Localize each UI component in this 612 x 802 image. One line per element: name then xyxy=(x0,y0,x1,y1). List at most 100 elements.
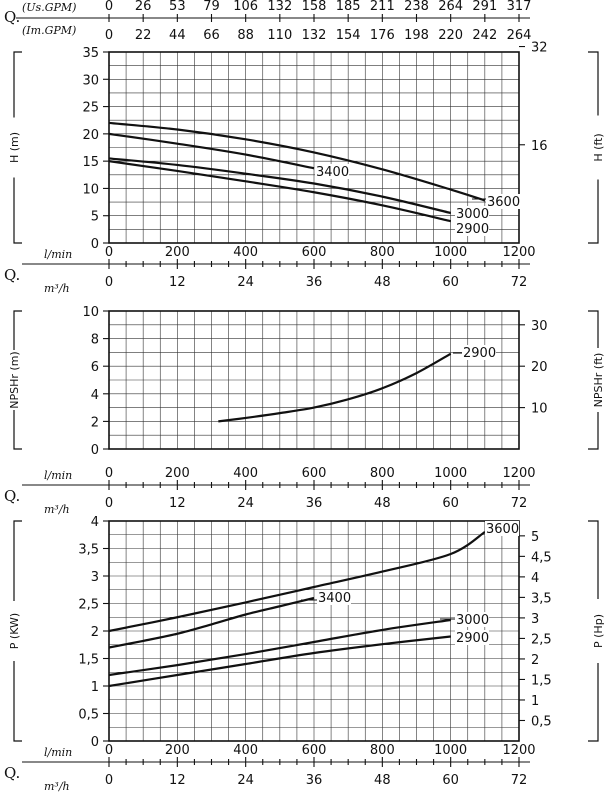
npsh-y-tick-label: 8 xyxy=(91,333,99,348)
power-y-axis-label: P (KW) xyxy=(8,613,21,649)
npsh-lmin-label: l/min xyxy=(44,469,72,482)
power-y-tick-label: 0 xyxy=(91,735,99,750)
head-curve-2900 xyxy=(108,160,451,223)
head-series-label-2900: 2900 xyxy=(456,222,489,237)
npsh-flow-q-label: Q. xyxy=(4,487,20,505)
npsh-lmin-tick-label: 1000 xyxy=(434,466,467,481)
npsh-m3h-tick-label: 36 xyxy=(306,496,323,511)
us-gpm-label: (Us.GPM) xyxy=(22,1,76,14)
us-gpm-ticks: 0 26 53 79 106 132 158 185 211 238 264 291 317 xyxy=(105,0,531,22)
im-gpm-tick-label: 22 xyxy=(135,28,152,43)
head-y-tick-label: 10 xyxy=(82,182,99,197)
head-m3h-tick-label: 36 xyxy=(306,275,323,290)
us-gpm-tick-label: 291 xyxy=(472,0,497,14)
head-curve-3000 xyxy=(108,157,451,215)
power-y-tick-label: 4 xyxy=(91,515,99,530)
npsh-y2-tick-label: 30 xyxy=(531,319,548,334)
npsh-lmin-tick-label: 800 xyxy=(370,466,395,481)
power-curve-2900 xyxy=(108,635,451,688)
npsh-y2-tick-label: 10 xyxy=(531,402,548,417)
head-m3h-tick-label: 12 xyxy=(169,275,186,290)
npsh-y-tick-label: 6 xyxy=(91,360,99,375)
npsh-lmin-tick-label: 400 xyxy=(233,466,258,481)
power-series-label-bg xyxy=(317,590,351,605)
im-gpm-ticks: 0 22 44 66 88 110 132 154 176 198 220 242 264 xyxy=(105,28,532,43)
npsh-m3h-tick-label: 72 xyxy=(511,496,528,511)
power-lmin-tick-label: 1200 xyxy=(502,743,535,758)
npsh-y-axis-label: NPSHr (m) xyxy=(8,351,21,408)
head-plot-frame xyxy=(108,51,520,244)
head-lmin-tick-label: 1200 xyxy=(502,245,535,260)
top-flow-header: Q. (Us.GPM) (Im.GPM) 0 26 53 79 106 132 158 185… xyxy=(4,0,531,43)
us-gpm-tick-label: 264 xyxy=(438,0,463,14)
npsh-lmin-tick-label: 600 xyxy=(302,466,327,481)
npsh-m3h-label: m³/h xyxy=(44,503,70,516)
npsh-m3h-tick-label: 60 xyxy=(442,496,459,511)
power-m3h-tick-label: 48 xyxy=(374,773,391,788)
power-m3h-tick-label: 72 xyxy=(511,773,528,788)
npsh-lmin-tick-label: 200 xyxy=(165,466,190,481)
npsh-plot-frame xyxy=(108,310,520,450)
npsh-left-bracket-gap xyxy=(7,350,21,410)
power-y2-tick-label: 1,5 xyxy=(531,673,552,688)
head-lmin-tick-label: 600 xyxy=(302,245,327,260)
npsh-y-tick-label: 0 xyxy=(91,443,99,458)
npsh-y-tick-label: 2 xyxy=(91,415,99,430)
power-lmin-tick-label: 200 xyxy=(165,743,190,758)
power-y2-tick-label: 3,5 xyxy=(531,591,552,606)
head-y2-tick-label: 32 xyxy=(531,41,548,56)
power-lmin-tick-label: 800 xyxy=(370,743,395,758)
head-lmin-tick-label: 800 xyxy=(370,245,395,260)
power-panel: 0 0,5 1 1,5 2 2,5 3 3,5 4 0,5 1 1,5 2 2,5 3 3,5 4 4,5 5 P (… xyxy=(4,515,605,793)
power-y2-tick-label: 1 xyxy=(531,694,539,709)
head-flow-q-label: Q. xyxy=(4,266,20,284)
npsh-y-tick-label: 10 xyxy=(82,305,99,320)
power-series-label-3600: 3600 xyxy=(486,522,519,537)
power-lmin-tick-label: 600 xyxy=(302,743,327,758)
power-series-label-3400: 3400 xyxy=(318,591,351,606)
head-y-axis-label: H (m) xyxy=(8,132,21,163)
npsh-m3h-tick-label: 24 xyxy=(237,496,254,511)
npsh-curve-2900 xyxy=(218,352,452,423)
power-y-tick-label: 3,5 xyxy=(78,543,99,558)
head-m3h-tick-label: 60 xyxy=(442,275,459,290)
head-m3h-label: m³/h xyxy=(44,282,70,295)
power-curve-3600 xyxy=(108,531,486,633)
head-m3h-tick-label: 0 xyxy=(105,275,113,290)
us-gpm-tick-label: 26 xyxy=(135,0,152,14)
chart-panels: 05101520253035163248648096H (m)H (ft)Q.l… xyxy=(4,41,605,793)
power-y2-tick-label: 0,5 xyxy=(531,714,552,729)
head-curve-3600 xyxy=(108,121,486,202)
im-gpm-tick-label: 88 xyxy=(237,28,254,43)
head-lmin-tick-label: 1000 xyxy=(434,245,467,260)
power-y-tick-label: 0,5 xyxy=(78,708,99,723)
power-m3h-tick-label: 60 xyxy=(442,773,459,788)
head-series-label-bg xyxy=(315,164,349,179)
head-y-tick-label: 20 xyxy=(82,128,99,143)
im-gpm-tick-label: 242 xyxy=(472,28,497,43)
power-y2-tick-label: 2,5 xyxy=(531,632,552,647)
head-lmin-tick-label: 400 xyxy=(233,245,258,260)
power-lmin-label: l/min xyxy=(44,746,72,759)
power-series-label-bg xyxy=(455,630,489,645)
im-gpm-tick-label: 198 xyxy=(404,28,429,43)
npsh-m3h-tick-label: 12 xyxy=(169,496,186,511)
head-y-tick-label: 5 xyxy=(91,210,99,225)
power-y2-tick-label: 2 xyxy=(531,653,539,668)
power-series-label-3000: 3000 xyxy=(456,613,489,628)
head-y2-axis-label: H (ft) xyxy=(592,133,605,161)
im-gpm-tick-label: 132 xyxy=(302,28,327,43)
head-lmin-label: l/min xyxy=(44,248,72,261)
head-lmin-tick-label: 200 xyxy=(165,245,190,260)
head-lmin-tick-label: 0 xyxy=(105,245,113,260)
head-m3h-tick-label: 72 xyxy=(511,275,528,290)
power-flow-q-label: Q. xyxy=(4,764,20,782)
head-y-tick-label: 30 xyxy=(82,73,99,88)
head-y-tick-label: 0 xyxy=(91,237,99,252)
head-series-label-3400: 3400 xyxy=(316,165,349,180)
power-left-bracket-gap xyxy=(7,601,21,661)
npsh-m3h-tick-label: 48 xyxy=(374,496,391,511)
power-right-bracket-gap xyxy=(591,599,605,663)
